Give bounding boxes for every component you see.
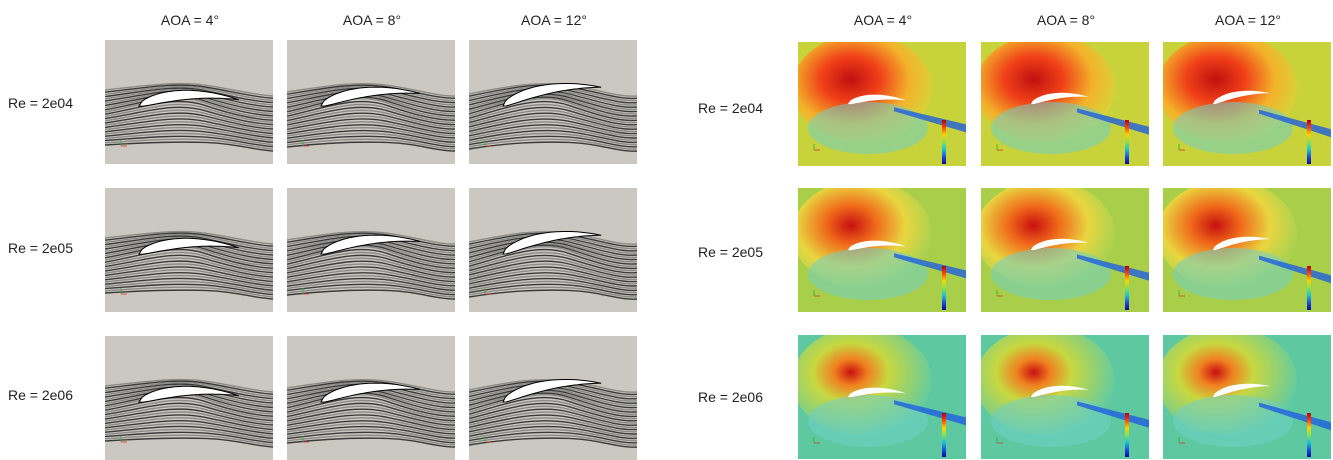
right-col-header-aoa8: AOA = 8° [1036,12,1096,28]
airfoil-shape [1213,383,1270,397]
left-row-header-re2e06: Re = 2e06 [8,387,73,403]
contour-panel-re2e04-aoa8 [287,40,455,164]
contour-panel-re2e06-aoa4 [105,336,273,460]
contour-panel-re2e06-aoa8 [287,336,455,460]
left-figure-block: AOA = 4° AOA = 8° AOA = 12° Re = 2e04 Re… [0,0,650,460]
airfoil-shape [320,382,421,403]
streamline-bands [469,378,637,448]
airfoil-shape [848,94,906,105]
airfoil-shape [1031,92,1089,105]
contour-panel-re2e05-aoa4 [105,188,273,312]
contour-panel-re2e06-aoa12 [469,336,637,460]
contour-panel-re2e04-aoa12 [469,40,637,164]
streamline-bands [469,230,637,300]
axes-triad-icon [302,436,309,443]
colorbar-legend [1307,413,1311,457]
wake-region [894,400,966,426]
axes-triad-icon [996,144,1003,151]
right-row-header-re2e05: Re = 2e05 [698,244,763,260]
airfoil-shape [1213,236,1270,250]
velocity-panel-re2e04-aoa8 [981,42,1149,166]
velocity-panel-re2e05-aoa12 [1163,188,1331,312]
colorbar-legend [1125,266,1129,310]
axes-triad-icon [996,437,1003,444]
airfoil-shape [138,237,239,255]
colorbar-legend [1125,413,1129,457]
airfoil-shape [138,89,239,107]
streamline-bands [105,378,273,448]
colorbar-legend [942,120,946,164]
streamline-bands [469,82,637,152]
axes-triad-icon [120,140,127,147]
axes-triad-icon [484,288,491,295]
wake-region [1259,255,1331,284]
axes-triad-icon [120,288,127,295]
airfoil-shape [1213,90,1270,104]
left-row-header-re2e04: Re = 2e04 [8,95,73,111]
colorbar-legend [1307,120,1311,164]
wake-region [1259,109,1331,138]
axes-triad-icon [813,437,820,444]
velocity-panel-re2e06-aoa12 [1163,335,1331,459]
airfoil-shape [320,234,421,255]
streamline-bands [287,82,455,152]
axes-triad-icon [1178,290,1185,297]
right-col-header-aoa12: AOA = 12° [1215,12,1281,28]
axes-triad-icon [813,144,820,151]
streamline-bands [105,230,273,300]
airfoil-shape [320,86,421,107]
wake-region [1259,402,1331,431]
contour-panel-re2e05-aoa12 [469,188,637,312]
velocity-panel-re2e04-aoa4 [798,42,966,166]
axes-triad-icon [1178,437,1185,444]
airfoil-shape [502,83,602,107]
airfoil-shape [1031,238,1089,251]
axes-triad-icon [484,436,491,443]
colorbar-legend [1125,120,1129,164]
airfoil-shape [502,231,602,255]
wake-region [1077,254,1149,281]
contour-panel-re2e04-aoa4 [105,40,273,164]
axes-triad-icon [1178,144,1185,151]
airfoil-shape [848,240,906,251]
velocity-panel-re2e05-aoa4 [798,188,966,312]
right-figure-block: AOA = 4° AOA = 8° AOA = 12° Re = 2e04 Re… [670,0,1333,459]
velocity-panel-re2e05-aoa8 [981,188,1149,312]
airfoil-shape [502,379,602,403]
right-row-header-re2e04: Re = 2e04 [698,100,763,116]
colorbar-legend [942,413,946,457]
streamline-bands [105,82,273,152]
right-row-header-re2e06: Re = 2e06 [698,389,763,405]
left-col-header-aoa4: AOA = 4° [160,12,220,28]
axes-triad-icon [302,140,309,147]
right-col-header-aoa4: AOA = 4° [853,12,913,28]
wake-region [1077,401,1149,428]
left-col-header-aoa12: AOA = 12° [521,12,587,28]
axes-triad-icon [120,436,127,443]
velocity-panel-re2e06-aoa8 [981,335,1149,459]
wake-region [894,253,966,279]
left-row-header-re2e05: Re = 2e05 [8,240,73,256]
axes-triad-icon [813,290,820,297]
airfoil-shape [848,387,906,398]
axes-triad-icon [996,290,1003,297]
colorbar-legend [1307,266,1311,310]
left-col-header-aoa8: AOA = 8° [342,12,402,28]
airfoil-shape [1031,385,1089,398]
wake-region [1077,108,1149,135]
contour-panel-re2e05-aoa8 [287,188,455,312]
axes-triad-icon [484,140,491,147]
axes-triad-icon [302,288,309,295]
colorbar-legend [942,266,946,310]
wake-region [894,107,966,133]
velocity-panel-re2e06-aoa4 [798,335,966,459]
velocity-panel-re2e04-aoa12 [1163,42,1331,166]
airfoil-shape [138,385,239,403]
